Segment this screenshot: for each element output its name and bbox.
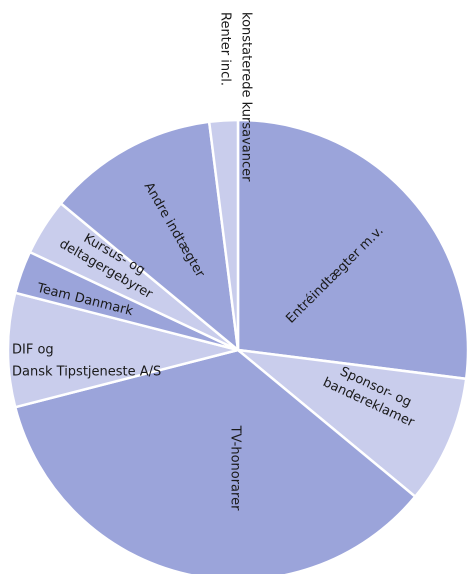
slice-label-line: Renter incl.: [218, 12, 233, 86]
slice-label: TV-honorarer: [228, 425, 243, 512]
slice-label-line: konstaterede kursavancer: [239, 12, 254, 182]
pie-slice: [236, 118, 467, 381]
slice-label-line: Dansk Tipstjeneste A/S: [12, 365, 161, 380]
slice-label-line: TV-honorarer: [228, 425, 243, 512]
slice-label-line: DIF og: [12, 343, 54, 358]
pie-slice: [6, 291, 239, 409]
pie-slice: [207, 118, 240, 351]
pie-slice: [59, 120, 240, 353]
pie-slice: [233, 348, 467, 499]
slice-label: DIF og Dansk Tipstjeneste A/S: [12, 343, 161, 380]
slice-label: Renter incl. konstaterede kursavancer: [218, 12, 254, 182]
